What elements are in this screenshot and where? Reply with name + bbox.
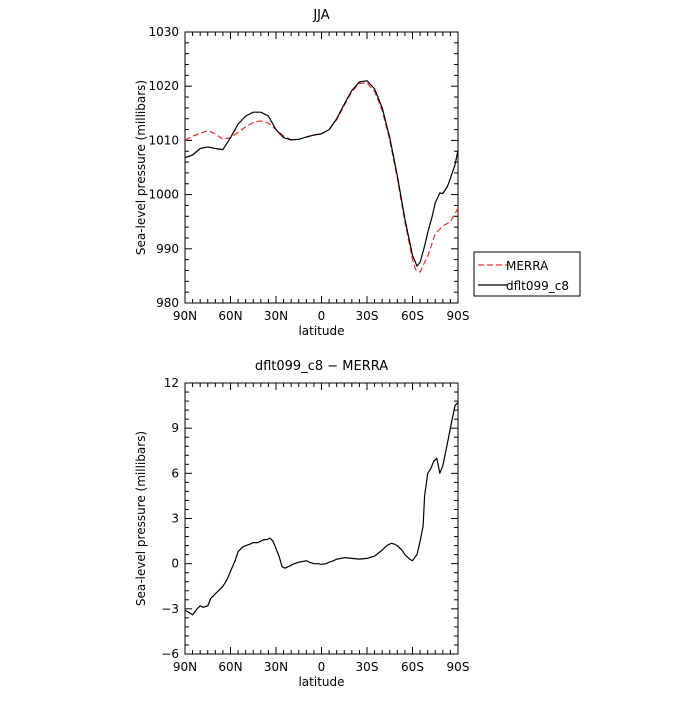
y-tick-label: 980 bbox=[156, 296, 179, 310]
x-tick-label: 60S bbox=[401, 660, 424, 674]
y-tick-label: 0 bbox=[171, 557, 179, 571]
y-tick-label: 1020 bbox=[148, 79, 179, 93]
y-axis-label: Sea-level pressure (millibars) bbox=[134, 80, 148, 255]
series-line-dflt099-c8 bbox=[184, 80, 459, 267]
x-axis-label: latitude bbox=[298, 675, 344, 689]
y-tick-label: 9 bbox=[171, 421, 179, 435]
chart-title: JJA bbox=[312, 8, 329, 23]
x-tick-label: 30N bbox=[264, 660, 288, 674]
y-tick-label: 6 bbox=[171, 466, 179, 480]
y-tick-label: 1010 bbox=[148, 133, 179, 147]
x-tick-label: 60S bbox=[401, 309, 424, 323]
legend-entry: MERRA bbox=[506, 259, 549, 273]
plot-frame bbox=[184, 382, 459, 655]
y-tick-label: 990 bbox=[156, 242, 179, 256]
series-line-merra bbox=[184, 82, 459, 273]
x-tick-label: 90N bbox=[173, 660, 197, 674]
x-tick-label: 0 bbox=[318, 309, 326, 323]
x-axis-label: latitude bbox=[298, 324, 344, 338]
y-tick-label: 1030 bbox=[148, 25, 179, 39]
legend-entry: dflt099_c8 bbox=[506, 279, 569, 293]
y-tick-label: −3 bbox=[161, 602, 179, 616]
x-tick-label: 30S bbox=[356, 660, 379, 674]
series-line-difference bbox=[184, 402, 459, 616]
x-tick-label: 90N bbox=[173, 309, 197, 323]
y-tick-label: −6 bbox=[161, 647, 179, 661]
y-tick-label: 12 bbox=[164, 376, 179, 390]
y-tick-label: 3 bbox=[171, 512, 179, 526]
x-tick-label: 60N bbox=[218, 660, 242, 674]
plot-difference: dflt099_c8 − MERRA −6 −3 0 3 6 9 12 90N 60N 30N 0 30… bbox=[134, 359, 469, 689]
x-tick-label: 90S bbox=[447, 660, 470, 674]
x-tick-label: 30S bbox=[356, 309, 379, 323]
plot-frame bbox=[184, 31, 459, 304]
x-tick-label: 0 bbox=[318, 660, 326, 674]
legend-box bbox=[473, 251, 581, 297]
chart-title: dflt099_c8 − MERRA bbox=[255, 359, 388, 374]
x-tick-label: 90S bbox=[447, 309, 470, 323]
y-axis-label: Sea-level pressure (millibars) bbox=[134, 431, 148, 606]
y-tick-label: 1000 bbox=[148, 188, 179, 202]
plot-jja: JJA 980 990 1000 1010 1020 1030 90N 60N 30N 0 30S 60… bbox=[134, 8, 581, 338]
x-tick-label: 60N bbox=[218, 309, 242, 323]
x-tick-label: 30N bbox=[264, 309, 288, 323]
